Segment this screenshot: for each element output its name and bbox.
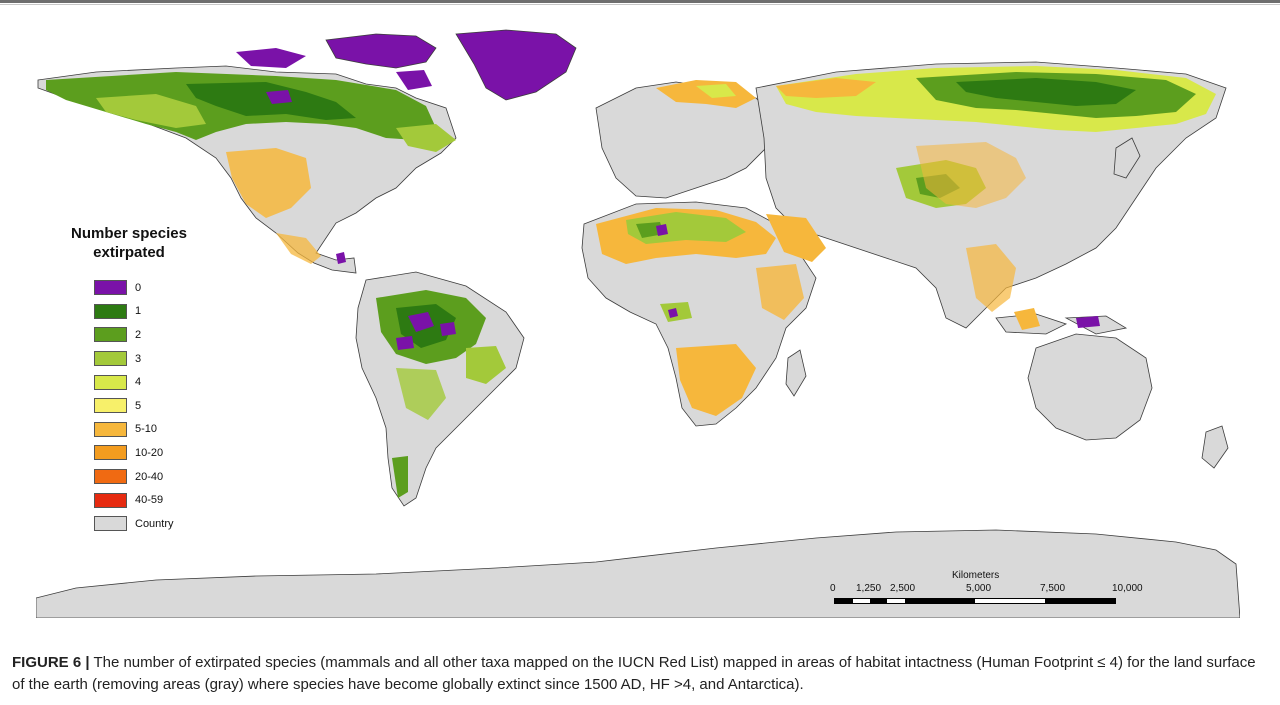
scale-tick-label: 5,000 xyxy=(966,583,992,594)
legend-swatch xyxy=(94,351,127,367)
legend-item: 2 xyxy=(94,323,204,347)
new-zealand xyxy=(1201,425,1229,469)
mexico xyxy=(276,233,321,264)
legend-item: 10-20 xyxy=(94,441,204,465)
legend-label: 4 xyxy=(135,376,142,389)
canada-light xyxy=(96,94,206,128)
amazon-purple-1 xyxy=(408,312,434,332)
legend: Number species extirpated 0 1 2 3 4 5 5-… xyxy=(54,224,204,536)
sahara-green xyxy=(626,212,746,244)
new-guinea-patch xyxy=(1076,316,1100,328)
scale-seg xyxy=(853,599,870,603)
world-map-svg: .land { fill: #d9d9d9; stroke: #3c3c3c; … xyxy=(36,29,1240,618)
australia xyxy=(1027,333,1153,441)
legend-label: 2 xyxy=(135,328,142,341)
legend-item: Country xyxy=(94,512,204,536)
scale-tick-label: 0 xyxy=(830,583,836,594)
legend-swatch xyxy=(94,492,127,508)
top-rule-secondary xyxy=(0,4,1280,5)
legend-title: Number species extirpated xyxy=(71,225,187,261)
antarctica xyxy=(36,529,1240,618)
siberia-orange xyxy=(776,78,876,98)
legend-item: 40-59 xyxy=(94,488,204,512)
top-rule xyxy=(0,0,1280,3)
amazon-purple-2 xyxy=(440,322,456,336)
legend-swatch xyxy=(94,469,127,485)
sa-south xyxy=(396,368,446,420)
legend-swatch xyxy=(94,374,127,390)
scale-seg xyxy=(835,599,853,603)
legend-swatch xyxy=(94,421,127,437)
se-asia xyxy=(966,244,1016,312)
scale-seg xyxy=(905,599,975,603)
world-map: .land { fill: #d9d9d9; stroke: #3c3c3c; … xyxy=(36,28,1240,618)
figure-caption-text: The number of extirpated species (mammal… xyxy=(12,654,1256,693)
legend-label: 1 xyxy=(135,305,142,318)
legend-item: 0 xyxy=(94,276,204,300)
hudson-patch xyxy=(266,90,292,104)
arabia xyxy=(766,214,826,262)
scale-seg xyxy=(870,599,887,603)
scale-seg xyxy=(887,599,905,603)
patagonia xyxy=(392,456,408,498)
borneo xyxy=(1014,308,1040,330)
legend-swatch xyxy=(94,327,127,343)
scale-tick-label: 1,250 xyxy=(856,583,882,594)
legend-label: 10-20 xyxy=(135,446,164,459)
arctic-islands xyxy=(325,33,437,69)
scale-title: Kilometers xyxy=(952,570,1000,581)
greenland xyxy=(455,29,577,101)
east-africa xyxy=(756,264,804,320)
legend-label: 40-59 xyxy=(135,494,164,507)
legend-item: 5 xyxy=(94,394,204,418)
scale-tick-label: 10,000 xyxy=(1112,583,1143,594)
legend-swatch xyxy=(94,280,127,296)
sa-light xyxy=(466,346,506,384)
figure-caption: FIGURE 6 | The number of extirpated spec… xyxy=(12,652,1268,696)
scale-bars xyxy=(834,598,1116,604)
arctic-island-2 xyxy=(236,48,306,68)
legend-item: 1 xyxy=(94,300,204,324)
legend-list: 0 1 2 3 4 5 5-10 10-20 20-40 40-59 Count… xyxy=(94,276,204,536)
scandinavia xyxy=(656,80,756,108)
legend-label: 5 xyxy=(135,399,142,412)
amazon-purple-3 xyxy=(396,336,414,350)
china-orange xyxy=(916,142,1026,208)
legend-item: 3 xyxy=(94,347,204,371)
arctic-island-3 xyxy=(396,70,432,90)
legend-item: 5-10 xyxy=(94,418,204,442)
scale-tick-label: 7,500 xyxy=(1040,583,1066,594)
legend-label: 3 xyxy=(135,352,142,365)
central-africa-purple xyxy=(668,308,678,318)
scale-tick-label: 2,500 xyxy=(890,583,916,594)
japan xyxy=(1113,137,1141,179)
central-america-patch xyxy=(336,252,346,264)
legend-swatch xyxy=(94,445,127,461)
sahara-purple xyxy=(656,224,668,236)
legend-item: 4 xyxy=(94,370,204,394)
siberia-dark xyxy=(956,78,1136,106)
legend-swatch xyxy=(94,516,127,532)
scale-seg xyxy=(975,599,1045,603)
canada-east xyxy=(396,124,456,152)
legend-label: 5-10 xyxy=(135,423,158,436)
us-west xyxy=(226,148,311,218)
figure-label: FIGURE 6 | xyxy=(12,654,90,671)
madagascar xyxy=(785,349,807,397)
scale-seg xyxy=(1045,599,1115,603)
south-africa xyxy=(676,344,756,416)
legend-swatch xyxy=(94,303,127,319)
legend-label: 0 xyxy=(135,281,142,294)
scale-bar: Kilometers 0 1,250 2,500 5,000 7,500 10,… xyxy=(826,570,1156,610)
legend-label: Country xyxy=(135,517,174,530)
legend-item: 20-40 xyxy=(94,465,204,489)
legend-label: 20-40 xyxy=(135,470,164,483)
scandinavia-light xyxy=(696,84,736,98)
legend-swatch xyxy=(94,398,127,414)
